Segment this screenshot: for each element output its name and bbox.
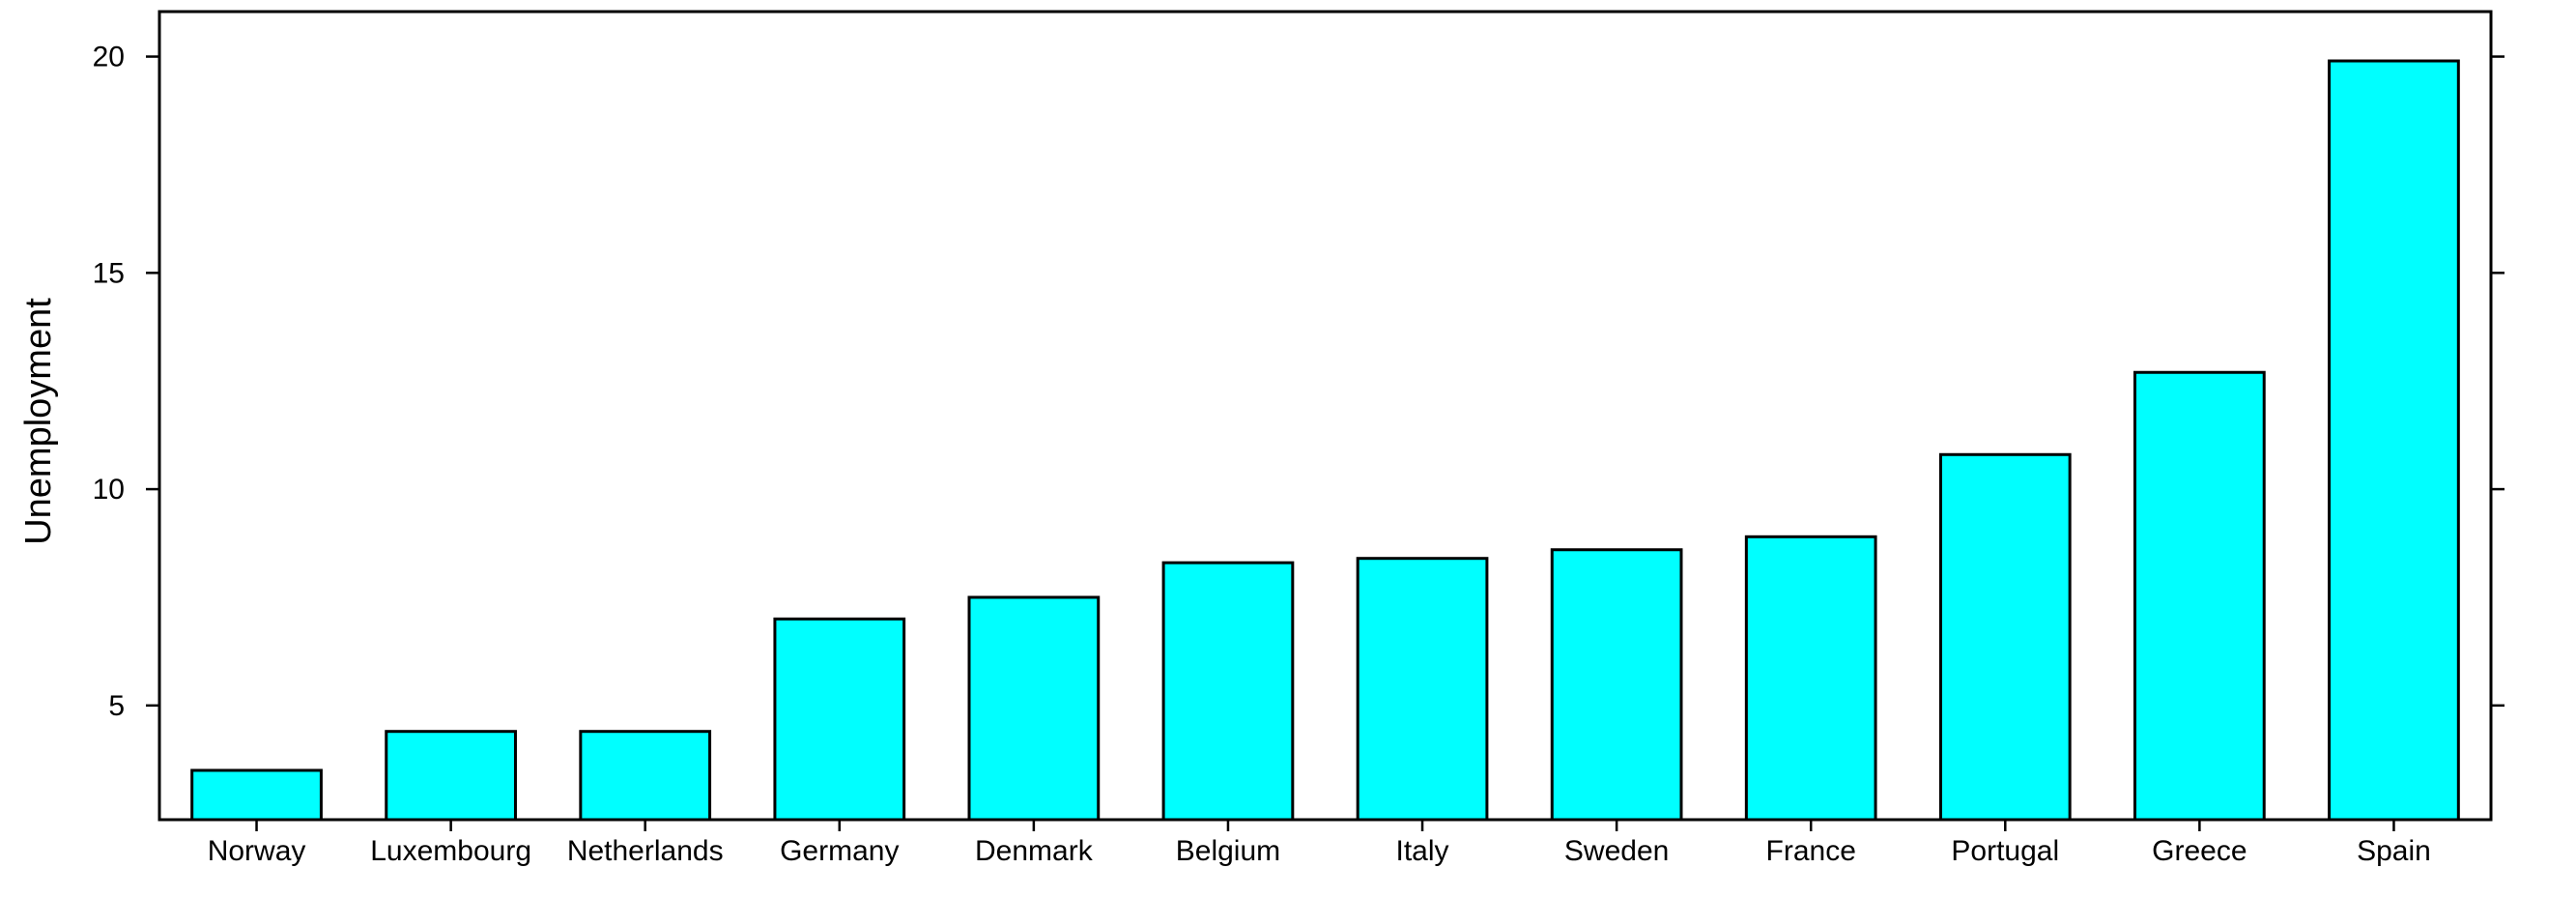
bar-greece (2133, 370, 2266, 822)
bar-sweden (1550, 548, 1683, 822)
bars-layer (190, 59, 2460, 822)
bar-netherlands (579, 730, 712, 822)
bar-spain (2328, 59, 2460, 822)
x-tick-label: Germany (780, 835, 899, 867)
bar-belgium (1161, 561, 1295, 822)
x-tick-label: Portugal (1951, 835, 2059, 867)
ticks-layer: Norway Luxembourg Netherlands Germany Denmar… (93, 42, 2504, 867)
y-axis-title: Unemployment (18, 298, 59, 545)
bar-portugal (1938, 452, 2072, 822)
bar-denmark (967, 595, 1101, 822)
bar-germany (773, 617, 906, 822)
x-tick-label: Greece (2152, 835, 2247, 867)
plot-frame (157, 10, 2493, 822)
y-tick-label: 15 (93, 257, 125, 289)
bar-italy (1356, 557, 1489, 822)
x-tick-label: France (1766, 835, 1856, 867)
x-tick-label: Netherlands (567, 835, 724, 867)
x-tick-label: Belgium (1176, 835, 1280, 867)
x-tick-label: Sweden (1564, 835, 1669, 867)
x-tick-label: Denmark (975, 835, 1094, 867)
y-tick-label: 20 (93, 42, 125, 73)
x-tick-label: Italy (1396, 835, 1449, 867)
y-tick-label: 5 (108, 690, 125, 722)
bar-norway (190, 768, 323, 822)
bar-france (1744, 535, 1877, 822)
x-tick-label: Luxembourg (370, 835, 531, 867)
x-tick-label: Spain (2357, 835, 2431, 867)
x-tick-label: Norway (208, 835, 306, 867)
bar-luxembourg (385, 730, 517, 822)
y-tick-label: 10 (93, 474, 125, 506)
